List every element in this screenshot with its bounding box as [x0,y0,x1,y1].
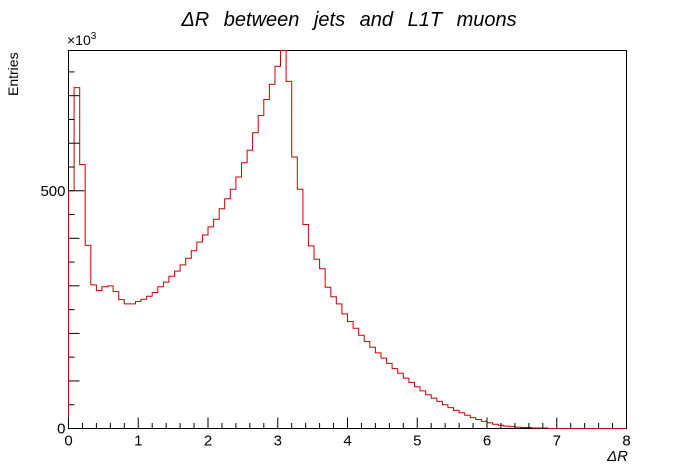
x-tick-label: 8 [622,433,630,450]
x-tick-label: 1 [134,433,142,450]
y-axis-multiplier: ×103 [67,31,97,48]
x-tick-label: 5 [413,433,421,450]
y-axis-multiplier-base: ×10 [67,32,91,48]
x-tick-label: 6 [483,433,491,450]
y-axis-label: Entries [5,52,21,96]
x-tick-label: 2 [204,433,212,450]
x-axis-ticks: 0 1 2 3 4 5 6 7 8 [64,417,631,450]
x-tick-label: 7 [553,433,561,450]
plot-frame [68,50,627,429]
x-axis-label: ΔR [606,448,628,465]
x-tick-label: 4 [343,433,351,450]
x-tick-label: 3 [274,433,282,450]
histogram-bars [68,50,627,429]
x-tick-label: 0 [64,433,72,450]
y-tick-label: 0 [57,421,65,438]
histogram-series-0 [68,50,627,429]
y-axis-multiplier-exponent: 3 [91,31,97,42]
y-tick-label: 500 [40,183,65,200]
chart-title: ΔR between jets and L1T muons [180,9,516,31]
y-axis-ticks: 0 500 [40,71,85,438]
